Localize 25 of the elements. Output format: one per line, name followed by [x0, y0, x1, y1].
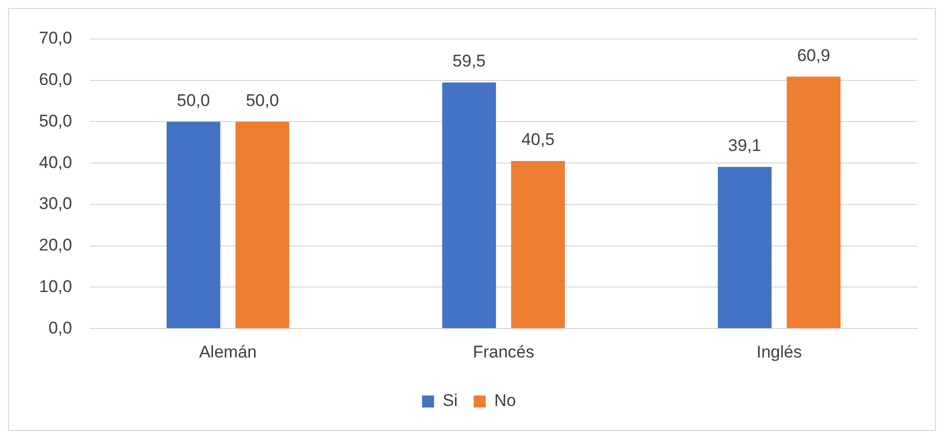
data-label: 50,0	[176, 90, 210, 110]
y-tick-label: 0,0	[48, 318, 72, 338]
y-tick-label: 40,0	[38, 152, 72, 172]
legend-label: No	[494, 391, 516, 410]
data-label: 59,5	[452, 52, 486, 71]
bar	[235, 122, 290, 328]
legend-label: Si	[442, 391, 458, 410]
y-tick-label: 70,0	[38, 28, 72, 48]
y-tick-label: 30,0	[38, 194, 72, 214]
y-tick-label: 20,0	[38, 236, 72, 255]
bar	[442, 82, 496, 328]
data-label: 40,5	[521, 130, 555, 150]
x-tick-label: Francés	[472, 342, 534, 362]
bar	[786, 76, 841, 328]
x-tick-label: Alemán	[199, 342, 257, 362]
data-label: 60,9	[797, 46, 830, 65]
bar	[718, 166, 772, 328]
data-label: 39,1	[728, 136, 762, 156]
bar	[511, 161, 565, 328]
y-tick-label: 10,0	[38, 276, 72, 296]
x-tick-label: Inglés	[756, 342, 802, 362]
y-tick-label: 50,0	[38, 111, 72, 130]
data-label: 50,0	[246, 90, 279, 110]
bar	[166, 122, 220, 328]
y-tick-label: 60,0	[38, 70, 72, 90]
